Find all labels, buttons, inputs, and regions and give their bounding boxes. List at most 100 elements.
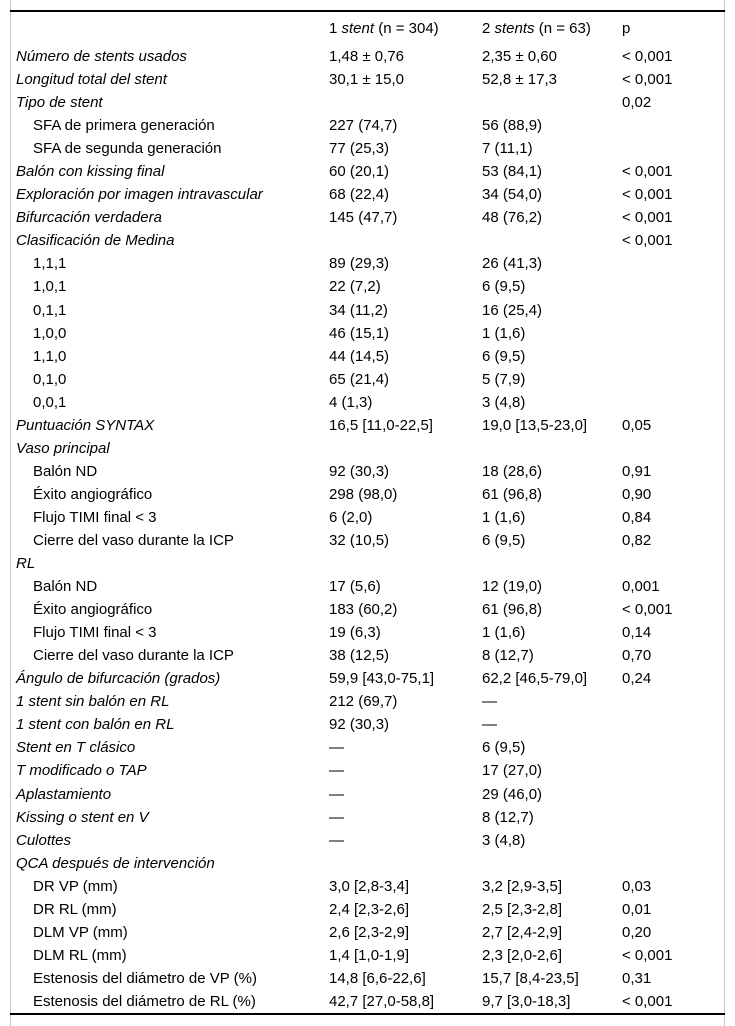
table-row: Bifurcación verdadera 145 (47,7) 48 (76,2)… xyxy=(10,206,725,229)
header-2stents-italic: stents xyxy=(494,20,535,37)
value-1stent: 77 (25,3) xyxy=(329,140,390,158)
p-value xyxy=(622,137,725,160)
header-2stents-pre: 2 xyxy=(482,20,495,37)
value-2stents: 2,7 [2,4-2,9] xyxy=(482,923,563,941)
p-value xyxy=(622,299,725,322)
table-body: Número de stents usados 1,48 ± 0,76 2,35 ±… xyxy=(10,45,725,1013)
table-row: SFA de segunda generación 77 (25,3) 7 (11,… xyxy=(10,137,725,160)
p-value: < 0,001 xyxy=(622,186,673,204)
row-label: Éxito angiográfico xyxy=(33,601,153,619)
p-value xyxy=(622,391,725,414)
value-2stents: 3 (4,8) xyxy=(482,831,526,849)
p-value: 0,001 xyxy=(622,578,660,596)
row-label: 1,1,1 xyxy=(33,255,67,273)
table-row: Clasificación de Medina < 0,001 xyxy=(10,229,725,252)
row-label: Culottes xyxy=(16,831,72,849)
table-row: DLM VP (mm) 2,6 [2,3-2,9] 2,7 [2,4-2,9] 0,2… xyxy=(10,921,725,944)
value-2stents: 34 (54,0) xyxy=(482,186,543,204)
table-row: Flujo TIMI final < 3 19 (6,3) 1 (1,6) 0,14 xyxy=(10,621,725,644)
value-1stent: 6 (2,0) xyxy=(329,508,373,526)
stats-table: 1 stent (n = 304) 2 stents (n = 63) p Nú… xyxy=(10,12,725,1013)
row-label: 1 stent con balón en RL xyxy=(16,716,175,734)
row-label: Clasificación de Medina xyxy=(16,232,175,250)
p-value: 0,82 xyxy=(622,531,652,549)
value-2stents xyxy=(482,91,622,114)
row-label: 1,0,1 xyxy=(33,278,67,296)
value-2stents: 61 (96,8) xyxy=(482,485,543,503)
value-1stent: 92 (30,3) xyxy=(329,462,390,480)
value-2stents: 3 (4,8) xyxy=(482,393,526,411)
header-2stents: 2 stents (n = 63) xyxy=(482,12,622,45)
value-2stents: 7 (11,1) xyxy=(482,140,533,158)
value-1stent: 19 (6,3) xyxy=(329,624,381,642)
row-label: Estenosis del diámetro de VP (%) xyxy=(33,969,257,987)
value-2stents: 9,7 [3,0-18,3] xyxy=(482,992,571,1010)
value-1stent: 42,7 [27,0-58,8] xyxy=(329,992,435,1010)
value-2stents: 52,8 ± 17,3 xyxy=(482,71,557,89)
row-label: DR RL (mm) xyxy=(33,900,117,918)
row-label: SFA de primera generación xyxy=(33,117,215,135)
row-label: Puntuación SYNTAX xyxy=(16,416,155,434)
row-label: Éxito angiográfico xyxy=(33,485,153,503)
table-row: DLM RL (mm) 1,4 [1,0-1,9] 2,3 [2,0-2,6] < 0… xyxy=(10,944,725,967)
row-label: RL xyxy=(16,555,36,573)
p-value: 0,24 xyxy=(622,670,652,688)
value-2stents xyxy=(482,552,622,575)
value-1stent: 16,5 [11,0-22,5] xyxy=(329,416,433,434)
value-1stent: — xyxy=(329,785,344,803)
table-row: Puntuación SYNTAX 16,5 [11,0-22,5] 19,0 [1… xyxy=(10,414,725,437)
row-label: Número de stents usados xyxy=(16,48,187,65)
value-2stents: 18 (28,6) xyxy=(482,462,543,480)
header-1stent-post: (n = 304) xyxy=(374,20,439,37)
value-2stents: 15,7 [8,4-23,5] xyxy=(482,969,579,987)
p-value xyxy=(622,713,725,736)
value-2stents xyxy=(482,229,622,252)
p-value: 0,90 xyxy=(622,485,652,503)
p-value: 0,70 xyxy=(622,647,652,665)
value-1stent xyxy=(329,852,482,875)
table-row: 0,1,1 34 (11,2) 16 (25,4) xyxy=(10,299,725,322)
value-2stents: 6 (9,5) xyxy=(482,347,526,365)
value-1stent: 34 (11,2) xyxy=(329,301,388,319)
value-2stents: 26 (41,3) xyxy=(482,255,543,273)
value-2stents: 3,2 [2,9-3,5] xyxy=(482,877,563,895)
header-1stent: 1 stent (n = 304) xyxy=(329,12,482,45)
table-row: RL xyxy=(10,552,725,575)
row-label: Flujo TIMI final < 3 xyxy=(33,624,157,642)
value-1stent xyxy=(329,552,482,575)
table-row: Stent en T clásico — 6 (9,5) xyxy=(10,736,725,759)
table-row: Flujo TIMI final < 3 6 (2,0) 1 (1,6) 0,84 xyxy=(10,506,725,529)
table-row: Tipo de stent 0,02 xyxy=(10,91,725,114)
row-label: Bifurcación verdadera xyxy=(16,209,162,227)
p-value: < 0,001 xyxy=(622,601,673,619)
value-1stent: 59,9 [43,0-75,1] xyxy=(329,670,435,688)
table-row: Estenosis del diámetro de VP (%) 14,8 [6,… xyxy=(10,967,725,990)
header-2stents-post: (n = 63) xyxy=(534,20,591,37)
table-row: DR VP (mm) 3,0 [2,8-3,4] 3,2 [2,9-3,5] 0,03 xyxy=(10,875,725,898)
table-row: Balón con kissing final 60 (20,1) 53 (84,1… xyxy=(10,160,725,183)
value-2stents: 17 (27,0) xyxy=(482,762,543,780)
value-1stent: 68 (22,4) xyxy=(329,186,390,204)
table-row: Kissing o stent en V — 8 (12,7) xyxy=(10,806,725,829)
row-label: Longitud total del stent xyxy=(16,71,167,89)
p-value xyxy=(622,322,725,345)
value-2stents xyxy=(482,852,622,875)
row-label: Aplastamiento xyxy=(16,785,112,803)
table-row: Balón ND 17 (5,6) 12 (19,0) 0,001 xyxy=(10,575,725,598)
value-1stent: 30,1 ± 15,0 xyxy=(329,71,404,89)
row-label: Cierre del vaso durante la ICP xyxy=(33,647,234,665)
value-1stent: 17 (5,6) xyxy=(329,578,381,596)
row-label: 0,1,1 xyxy=(33,301,67,319)
p-value: 0,31 xyxy=(622,969,652,987)
value-1stent: 227 (74,7) xyxy=(329,117,398,135)
p-value xyxy=(622,759,725,782)
row-label: DLM VP (mm) xyxy=(33,923,128,941)
p-value: 0,20 xyxy=(622,923,652,941)
value-1stent: 38 (12,5) xyxy=(329,647,390,665)
value-2stents: 48 (76,2) xyxy=(482,209,543,227)
table-row: Éxito angiográfico 183 (60,2) 61 (96,8) < 0… xyxy=(10,598,725,621)
value-2stents: 6 (9,5) xyxy=(482,531,526,549)
value-1stent: 32 (10,5) xyxy=(329,531,390,549)
value-1stent: 1,4 [1,0-1,9] xyxy=(329,946,410,964)
